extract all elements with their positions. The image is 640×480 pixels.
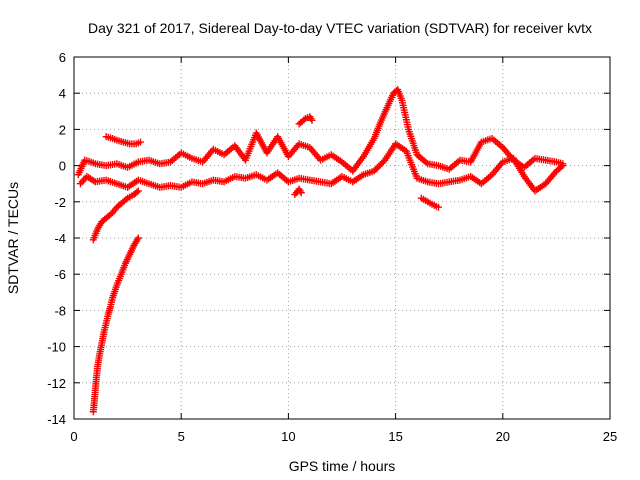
data-point-lower-band xyxy=(372,165,380,173)
x-tick-label: 20 xyxy=(496,429,510,444)
data-point-peak-11h xyxy=(308,116,316,124)
y-tick-label: -10 xyxy=(47,340,66,355)
y-tick-label: 6 xyxy=(59,50,66,65)
data-point-drop-2.5-3h xyxy=(136,138,144,146)
x-tick-label: 0 xyxy=(70,429,77,444)
data-point-recovery-1-3h xyxy=(134,234,142,242)
data-point-lower-band xyxy=(559,162,567,170)
y-tick-label: 0 xyxy=(59,159,66,174)
y-tick-label: -4 xyxy=(54,231,66,246)
grid xyxy=(74,57,610,419)
data-point-decline-1-3h xyxy=(122,196,130,204)
y-tick-label: -2 xyxy=(54,195,66,210)
x-tick-label: 15 xyxy=(388,429,402,444)
data-point-lower-band xyxy=(373,164,381,172)
y-tick-label: -12 xyxy=(47,376,66,391)
data-point-lower-band xyxy=(379,158,387,166)
data-point-lower-band xyxy=(370,167,378,175)
data-points xyxy=(74,86,567,416)
y-tick-label: -8 xyxy=(54,303,66,318)
data-point-dip-10.5h xyxy=(297,189,305,197)
y-tick-label: 4 xyxy=(59,86,66,101)
data-point-lower-band xyxy=(376,161,384,169)
x-tick-label: 25 xyxy=(603,429,617,444)
x-tick-label: 10 xyxy=(281,429,295,444)
y-tick-label: -14 xyxy=(47,412,66,427)
data-point-lower-band xyxy=(378,159,386,167)
y-tick-label: 2 xyxy=(59,122,66,137)
data-point-lower-band xyxy=(557,163,565,171)
data-point-decline-1-3h xyxy=(133,188,141,196)
x-axis-label: GPS time / hours xyxy=(289,458,396,474)
data-point-tail-16.5h xyxy=(434,203,442,211)
y-axis-label: SDTVAR / TECUs xyxy=(5,182,21,294)
y-tick-label: -6 xyxy=(54,267,66,282)
data-point-decline-1-3h xyxy=(134,187,142,195)
x-tick-label: 5 xyxy=(178,429,185,444)
data-point-decline-1-3h xyxy=(107,210,115,218)
data-point-peak-11h xyxy=(300,116,308,124)
axis-ticks: 0 5 10 15 20 25 -14 -12 -10 -8 -6 -4 -2 0 2 4 6 xyxy=(47,50,617,444)
data-point-lower-band xyxy=(375,162,383,170)
chart-title: Day 321 of 2017, Sidereal Day-to-day VTE… xyxy=(88,20,592,36)
